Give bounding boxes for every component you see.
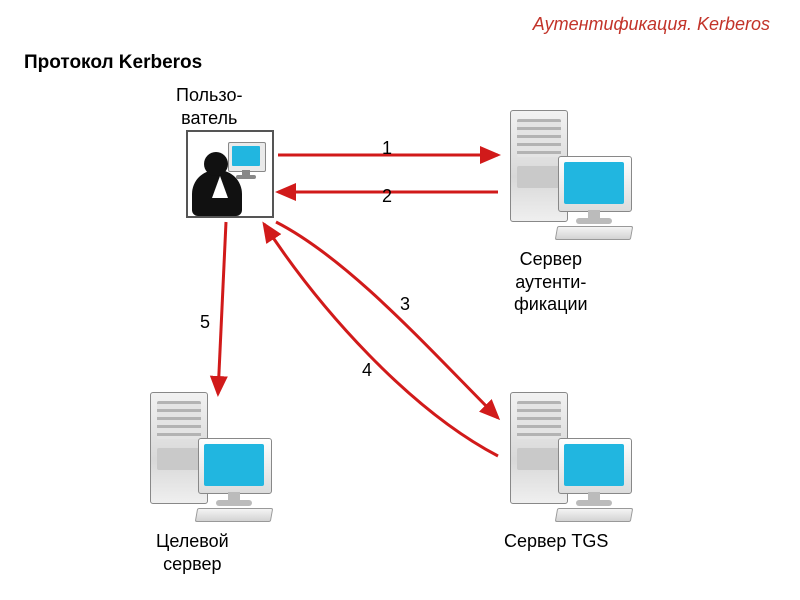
arrow-num-3: 3 (400, 294, 410, 315)
user-collar-icon (212, 176, 228, 198)
node-target-server (140, 392, 280, 532)
server-keyboard-icon (555, 508, 633, 522)
server-monitor-screen-icon (564, 444, 624, 486)
arrow-num-5: 5 (200, 312, 210, 333)
arrow-4 (264, 224, 498, 456)
user-monitor-base-icon (236, 175, 256, 179)
node-target-server-label: Целевойсервер (156, 530, 229, 575)
kerberos-diagram: Аутентификация. Kerberos Протокол Kerber… (0, 0, 800, 600)
server-monitor-screen-icon (564, 162, 624, 204)
arrow-num-4: 4 (362, 360, 372, 381)
server-keyboard-icon (195, 508, 273, 522)
node-user (186, 130, 274, 218)
page-header-subtitle: Аутентификация. Kerberos (533, 14, 770, 35)
user-monitor-screen-icon (232, 146, 260, 166)
node-user-label: Пользо-ватель (176, 84, 243, 129)
server-monitor-base-icon (576, 218, 612, 224)
arrow-num-1: 1 (382, 138, 392, 159)
node-tgs-server (500, 392, 640, 532)
server-monitor-stand-icon (588, 492, 600, 500)
arrow-5 (218, 222, 226, 394)
page-header-title: Протокол Kerberos (24, 52, 202, 74)
server-monitor-stand-icon (228, 492, 240, 500)
node-tgs-server-label: Сервер TGS (504, 530, 608, 553)
server-monitor-base-icon (576, 500, 612, 506)
server-monitor-screen-icon (204, 444, 264, 486)
server-keyboard-icon (555, 226, 633, 240)
server-monitor-base-icon (216, 500, 252, 506)
node-auth-server-label: Сервераутенти-фикации (514, 248, 588, 316)
arrow-num-2: 2 (382, 186, 392, 207)
node-auth-server (500, 110, 640, 250)
user-head-icon (204, 152, 228, 176)
server-monitor-stand-icon (588, 210, 600, 218)
arrow-3 (276, 222, 498, 418)
